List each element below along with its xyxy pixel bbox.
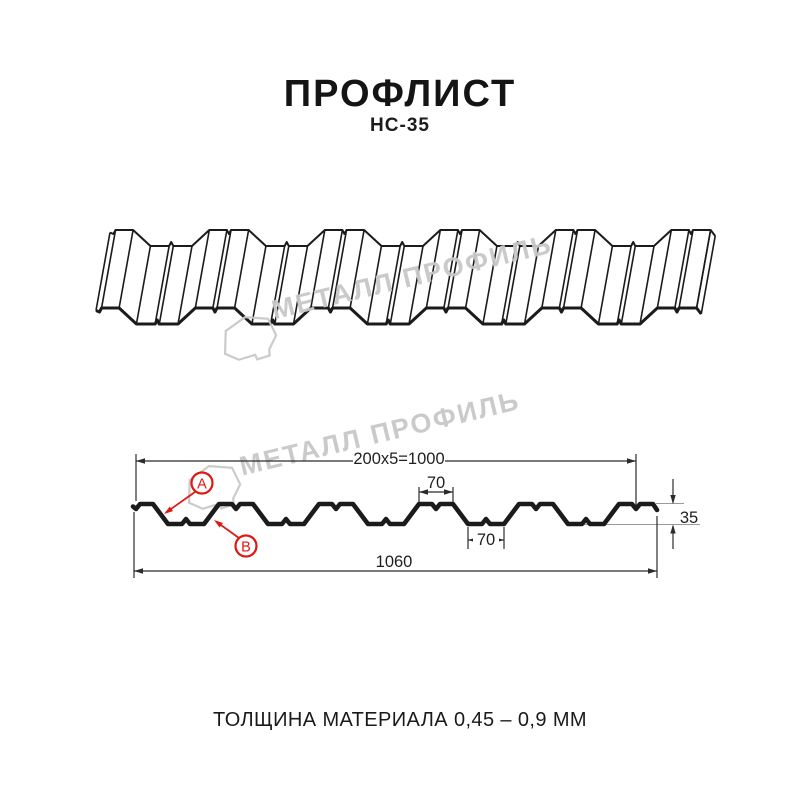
rib-edge-line [482, 245, 498, 325]
rib-edge-line [695, 229, 712, 309]
rib-edge-line [95, 232, 111, 311]
callout-a-circle [190, 471, 214, 495]
rib-edge-line [385, 245, 401, 325]
rib-edge-line [274, 245, 290, 325]
rib-edge-line [580, 229, 596, 309]
rib-edge-line [349, 229, 365, 309]
dimension-lines [133, 454, 700, 578]
rib-edge-line [425, 229, 442, 309]
dim-label-height-35: 35 [680, 509, 698, 527]
rib-edge-line [177, 245, 193, 325]
rib-edge-line [500, 245, 517, 325]
rib-edge-line [389, 245, 406, 325]
rib-edge-line [327, 229, 344, 309]
rib-edge-line [100, 229, 117, 309]
rib-edge-line [597, 245, 614, 325]
rib-edge-line [331, 229, 348, 309]
rib-edge-line [505, 245, 521, 325]
arrowhead-icon [164, 506, 173, 514]
rib-edge-line [447, 229, 463, 309]
callout-b-label: B [241, 540, 251, 556]
dim-label-rib-bottom-70: 70 [477, 531, 495, 549]
rib-edge-line [118, 229, 134, 309]
rib-edge-line [523, 245, 540, 325]
callout-b-circle [234, 534, 258, 558]
arrowhead-icon [670, 495, 676, 504]
rib-edge-line [251, 245, 267, 325]
page-title: ПРОФЛИСТ [284, 73, 516, 115]
dim-label-rib-top-70: 70 [427, 474, 445, 492]
rib-edge-line [135, 245, 152, 325]
rib-edge-line [408, 245, 424, 325]
rib-edge-line [158, 245, 175, 325]
rib-edge-line [366, 245, 383, 325]
arrowhead-icon [670, 524, 676, 534]
rib-edge-line [154, 245, 170, 325]
rib-edge-line [558, 229, 575, 309]
rib-edge-line [616, 245, 632, 325]
brand-logo-icon [223, 315, 278, 361]
arrowhead-icon [214, 520, 223, 528]
rib-edge-line [292, 245, 309, 325]
cross-section-drawing: 200x5=1000 70 70 35 1060 A B [130, 450, 700, 578]
rib-edge-line [194, 229, 211, 309]
arrowhead-icon [134, 568, 143, 574]
label-backdrop [353, 450, 445, 466]
dim-label-total-1060: 1060 [376, 553, 413, 571]
rib-edge-line [639, 245, 655, 325]
brand-logo-icon [187, 464, 242, 510]
callout-a-label: A [197, 477, 207, 493]
sheet-3d-drawing [95, 229, 717, 326]
rib-edge-line [464, 229, 481, 309]
cross-section-profile-line [130, 501, 660, 527]
rib-edge-line [443, 229, 459, 309]
rib-edge-line [233, 229, 250, 309]
rib-edge-line [700, 235, 717, 315]
label-backdrop [473, 531, 499, 545]
sheet-3d-front-edge [95, 306, 703, 326]
rib-edge-line [562, 229, 579, 309]
rib-edge-line [541, 229, 557, 309]
rib-edge-line [269, 245, 286, 325]
callout-arrowheads [164, 506, 223, 528]
rib-edge-line [678, 229, 694, 309]
sheet-3d-rib-lines [95, 229, 717, 325]
callouts: A B [164, 471, 258, 558]
rib-edge-line [620, 245, 637, 325]
rib-edge-line [310, 229, 326, 309]
profile-model-subtitle: НС-35 [370, 115, 430, 136]
rib-edge-line [656, 229, 673, 309]
arrowhead-icon [444, 489, 453, 495]
arrowhead-icon [627, 458, 636, 464]
thickness-note: ТОЛЩИНА МАТЕРИАЛА 0,45 – 0,9 ММ [213, 709, 587, 731]
dim-label-top-pitch: 200x5=1000 [353, 450, 444, 468]
rib-edge-line [216, 229, 232, 309]
arrowhead-icon [136, 458, 145, 464]
arrowhead-icon [648, 568, 657, 574]
arrowhead-icon [419, 489, 428, 495]
rib-edge-line [674, 229, 690, 309]
rib-edge-line [212, 229, 228, 309]
